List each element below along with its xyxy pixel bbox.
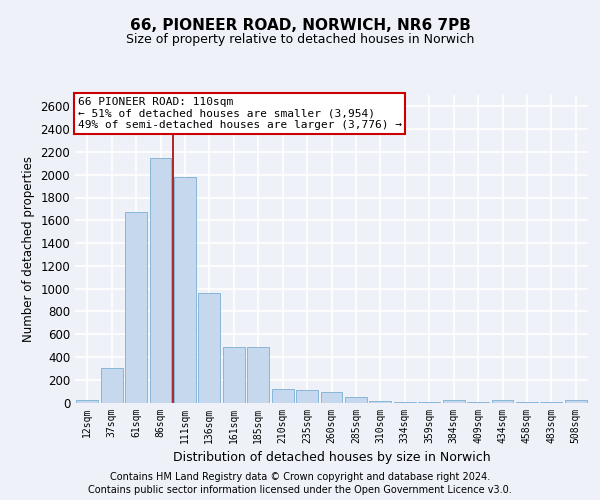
Bar xyxy=(345,398,367,402)
Bar xyxy=(223,346,245,403)
Bar xyxy=(443,400,464,402)
Text: Contains public sector information licensed under the Open Government Licence v3: Contains public sector information licen… xyxy=(88,485,512,495)
Bar xyxy=(247,346,269,403)
Bar xyxy=(101,368,122,402)
Bar xyxy=(125,212,147,402)
Y-axis label: Number of detached properties: Number of detached properties xyxy=(22,156,35,342)
Bar xyxy=(149,158,172,402)
Bar xyxy=(199,293,220,403)
Bar xyxy=(76,400,98,402)
Bar xyxy=(296,390,318,402)
Text: 66, PIONEER ROAD, NORWICH, NR6 7PB: 66, PIONEER ROAD, NORWICH, NR6 7PB xyxy=(130,18,470,32)
Text: 66 PIONEER ROAD: 110sqm
← 51% of detached houses are smaller (3,954)
49% of semi: 66 PIONEER ROAD: 110sqm ← 51% of detache… xyxy=(77,96,401,130)
Bar xyxy=(320,392,343,402)
Bar xyxy=(565,400,587,402)
Bar xyxy=(174,177,196,402)
Text: Contains HM Land Registry data © Crown copyright and database right 2024.: Contains HM Land Registry data © Crown c… xyxy=(110,472,490,482)
Bar xyxy=(272,389,293,402)
Text: Size of property relative to detached houses in Norwich: Size of property relative to detached ho… xyxy=(126,32,474,46)
Bar xyxy=(491,400,514,402)
X-axis label: Distribution of detached houses by size in Norwich: Distribution of detached houses by size … xyxy=(173,451,490,464)
